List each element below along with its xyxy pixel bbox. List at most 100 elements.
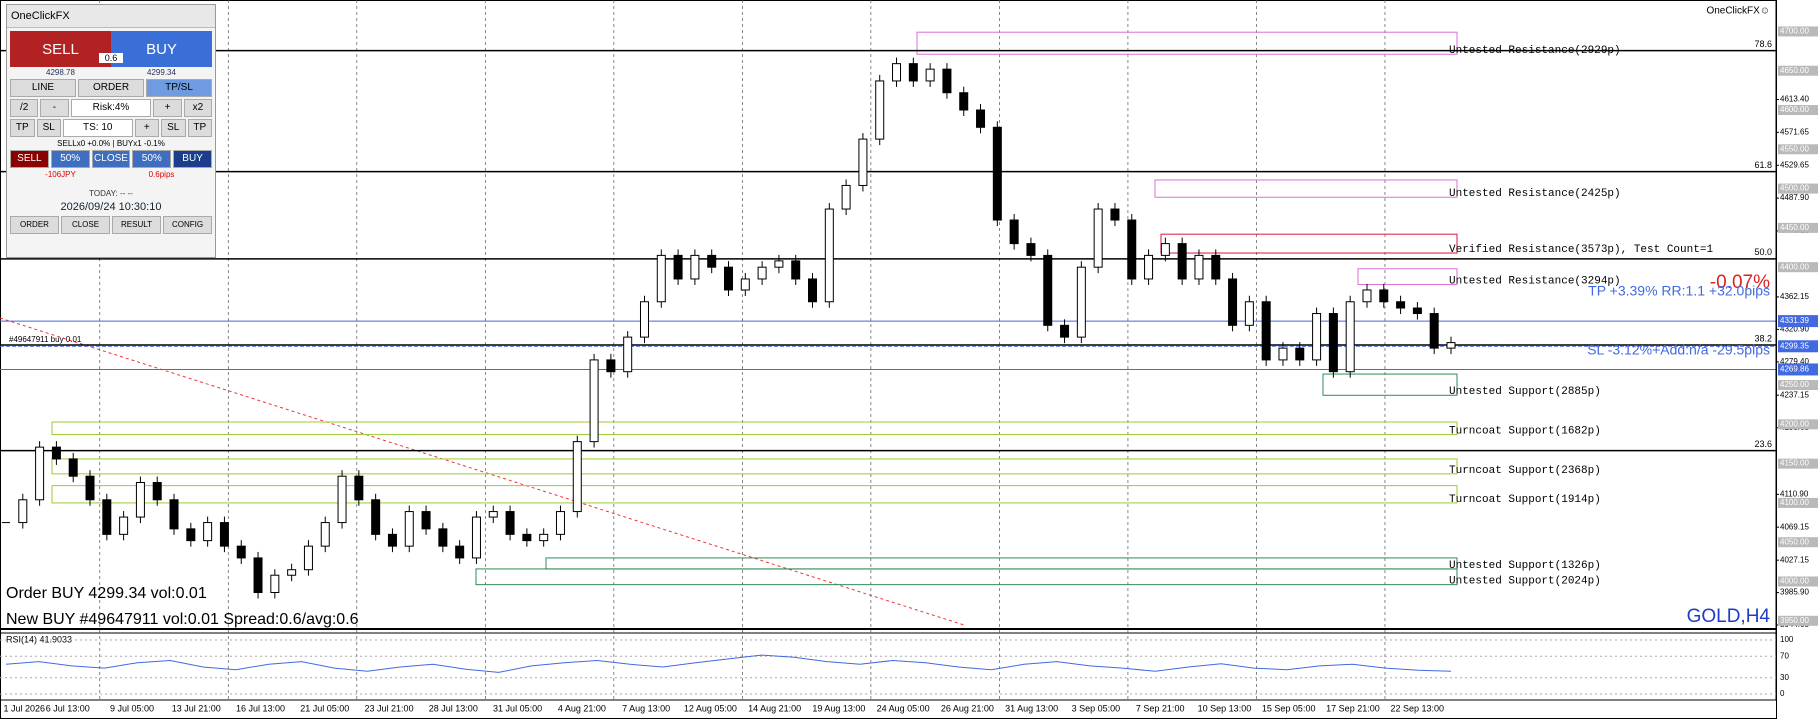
panel-button[interactable]: 50% bbox=[50, 150, 90, 168]
risk-row: /2- Risk:4% + x2 bbox=[10, 99, 212, 117]
panel-button[interactable]: + bbox=[134, 119, 159, 137]
y-tick-label: 4279.40 bbox=[1780, 357, 1809, 366]
level-label: 4550.00 bbox=[1780, 144, 1809, 153]
message: Order BUY 4299.34 vol:0.01 bbox=[6, 585, 207, 602]
candle bbox=[1345, 301, 1355, 373]
level-box bbox=[1778, 105, 1818, 116]
candle bbox=[791, 260, 801, 280]
level-label: 4200.00 bbox=[1780, 419, 1809, 428]
x-tick-label: 7 Aug 13:00 bbox=[622, 703, 670, 713]
candle bbox=[102, 499, 112, 535]
x-tick-label: 21 Jul 05:00 bbox=[300, 703, 349, 713]
rsi-tick-label: 30 bbox=[1780, 673, 1789, 682]
y-tick-label: 4487.90 bbox=[1780, 193, 1809, 202]
panel-button[interactable]: CLOSE bbox=[91, 150, 131, 168]
x-tick-label: 23 Jul 21:00 bbox=[365, 703, 414, 713]
panel-button[interactable]: BUY bbox=[173, 150, 212, 168]
candle bbox=[908, 63, 918, 82]
candle bbox=[287, 569, 297, 576]
panel-button[interactable]: ORDER bbox=[78, 79, 144, 97]
candle bbox=[808, 278, 818, 303]
zone bbox=[545, 557, 1458, 570]
sell-button[interactable]: SELL bbox=[10, 31, 111, 67]
level-label: 4400.00 bbox=[1780, 262, 1809, 271]
level-label: 4450.00 bbox=[1780, 223, 1809, 232]
candle bbox=[1278, 347, 1288, 361]
candle bbox=[471, 516, 481, 559]
fib-label: 38.2 bbox=[1754, 333, 1772, 343]
tab-row: ORDER CLOSE RESULT CONFIG bbox=[10, 216, 212, 234]
candle bbox=[1362, 289, 1372, 303]
candle bbox=[1244, 301, 1254, 326]
candle bbox=[539, 533, 549, 542]
candle bbox=[774, 260, 784, 268]
candle bbox=[1043, 254, 1053, 326]
close-row: SELL 50% CLOSE 50% BUY bbox=[10, 150, 212, 168]
fib-label: 78.6 bbox=[1754, 39, 1772, 49]
candle bbox=[68, 458, 78, 477]
zone-label: Untested Support(2024p) bbox=[1449, 576, 1601, 588]
panel-button[interactable]: CLOSE bbox=[61, 216, 110, 234]
trend-line bbox=[0, 317, 965, 626]
zone-label: Untested Resistance(3294p) bbox=[1449, 275, 1621, 287]
candle bbox=[303, 545, 313, 571]
level-label: 4150.00 bbox=[1780, 459, 1809, 468]
level-label: 3950.00 bbox=[1780, 616, 1809, 625]
zone bbox=[51, 458, 1458, 475]
level-label: 4100.00 bbox=[1780, 498, 1809, 507]
panel-button[interactable]: RESULT bbox=[112, 216, 161, 234]
candle bbox=[1026, 243, 1036, 256]
candle bbox=[690, 254, 700, 280]
candle bbox=[1312, 313, 1322, 361]
panel-button[interactable]: TP bbox=[10, 119, 35, 137]
panel-button[interactable]: /2 bbox=[10, 99, 39, 117]
panel-button[interactable]: SL bbox=[161, 119, 186, 137]
panel-button[interactable]: ORDER bbox=[10, 216, 59, 234]
candle bbox=[724, 266, 733, 291]
level-box bbox=[1778, 26, 1818, 37]
panel-button[interactable]: + bbox=[153, 99, 182, 117]
candle bbox=[992, 126, 1002, 221]
x-tick-label: 1 Jul 2026 bbox=[4, 703, 46, 713]
trade-buttons: SELL BUY 0.6 bbox=[10, 31, 212, 67]
level-box bbox=[1778, 222, 1818, 233]
zone-label: Verified Resistance(3573p), Test Count=1 bbox=[1449, 244, 1713, 256]
rsi-tick-label: 100 bbox=[1780, 635, 1794, 644]
x-tick-label: 10 Sep 13:00 bbox=[1198, 703, 1252, 713]
x-tick-label: 6 Jul 13:00 bbox=[46, 703, 90, 713]
y-tick-label: 3985.90 bbox=[1780, 588, 1809, 597]
panel-button[interactable]: TP/SL bbox=[146, 79, 212, 97]
panel-button[interactable]: SL bbox=[36, 119, 61, 137]
panel-button[interactable]: CONFIG bbox=[163, 216, 212, 234]
y-tick-label: 4571.65 bbox=[1780, 127, 1809, 136]
level-label: 4000.00 bbox=[1780, 577, 1809, 586]
zone-label: Untested Resistance(2425p) bbox=[1449, 188, 1621, 200]
panel-button: TS: 10 bbox=[63, 119, 133, 137]
x-tick-label: 24 Aug 05:00 bbox=[877, 703, 930, 713]
pnl-pct: -0.07% bbox=[1710, 272, 1770, 293]
panel-button[interactable]: SELL bbox=[10, 150, 49, 168]
candle bbox=[119, 516, 129, 535]
fib-label: 50.0 bbox=[1754, 247, 1772, 257]
rsi-label: RSI(14) 41.9033 bbox=[6, 634, 72, 644]
candle bbox=[942, 68, 952, 94]
panel-button[interactable]: TP bbox=[187, 119, 212, 137]
level-box bbox=[1778, 497, 1818, 508]
axis-bg bbox=[1777, 0, 1820, 720]
candle bbox=[85, 475, 95, 501]
candle bbox=[1160, 243, 1170, 256]
buy-button[interactable]: BUY bbox=[111, 31, 212, 67]
level-label: 4050.00 bbox=[1780, 537, 1809, 546]
panel-button[interactable]: x2 bbox=[183, 99, 212, 117]
x-tick-label: 31 Jul 05:00 bbox=[493, 703, 542, 713]
x-tick-label: 7 Sep 21:00 bbox=[1136, 703, 1185, 713]
order-tag: #49647911 buy 0.01 bbox=[9, 335, 82, 344]
panel-title: OneClickFX bbox=[7, 5, 215, 28]
zone bbox=[1322, 373, 1458, 396]
panel-button[interactable]: 50% bbox=[132, 150, 172, 168]
panel-button[interactable]: - bbox=[40, 99, 69, 117]
candle bbox=[203, 522, 213, 542]
panel-button[interactable]: LINE bbox=[10, 79, 76, 97]
